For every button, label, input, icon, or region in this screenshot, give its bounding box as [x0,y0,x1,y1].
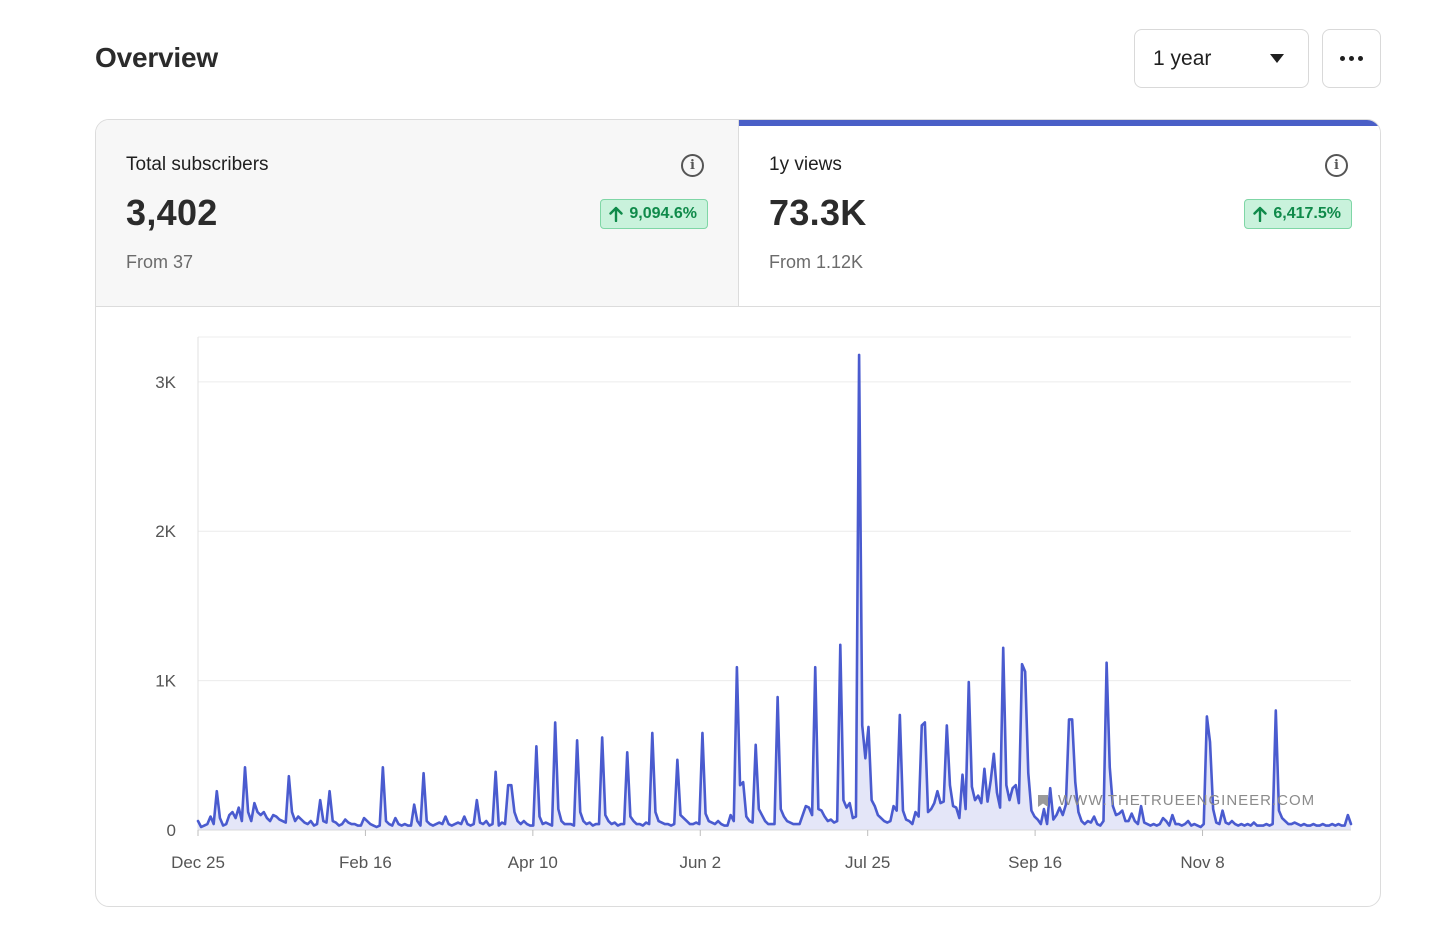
change-badge: 9,094.6% [600,199,708,229]
info-icon[interactable]: i [681,154,704,177]
info-icon[interactable]: i [1325,154,1348,177]
y-tick-label: 0 [167,821,176,840]
more-dot-icon [1358,56,1363,61]
tab-value: 3,402 [126,192,218,233]
tab-label: 1y views [769,154,842,175]
arrow-up-icon [1253,206,1268,222]
views-area-fill [198,354,1351,830]
views-series-line [196,353,1353,829]
tab-total-subscribers[interactable]: Total subscribers 3,402 From 37 i 9,094.… [96,120,739,307]
x-tick-label: Jul 25 [845,853,890,872]
page-title: Overview [95,42,218,73]
arrow-up-icon [609,206,624,222]
more-options-button[interactable] [1322,29,1381,88]
x-tick-label: Feb 16 [339,853,392,872]
watermark: WWW.THETRUEENGINEER.COM [1036,792,1315,809]
x-tick-label: Nov 8 [1180,853,1224,872]
x-tick-label: Apr 10 [508,853,558,872]
overview-card: Total subscribers 3,402 From 37 i 9,094.… [95,119,1381,907]
bookmark-icon [1038,794,1048,807]
tab-1y-views[interactable]: 1y views 73.3K From 1.12K i 6,417.5% [739,120,1380,307]
more-dot-icon [1340,56,1345,61]
views-chart: 0 1K 2K 3K Dec 25 Feb 16 Apr 10 Jun 2 Jul 25 Sep … [96,307,1380,906]
y-tick-label: 1K [155,672,176,691]
tab-label: Total subscribers [126,154,269,175]
period-select-label: 1 year [1153,46,1212,70]
x-tick-label: Sep 16 [1008,853,1062,872]
caret-down-icon [1270,54,1284,63]
y-tick-label: 2K [155,522,176,541]
tab-value: 73.3K [769,192,867,233]
change-badge-value: 9,094.6% [629,205,697,222]
change-badge-value: 6,417.5% [1273,205,1341,222]
x-tick-label: Jun 2 [679,853,721,872]
y-tick-label: 3K [155,373,176,392]
period-select[interactable]: 1 year [1134,29,1309,88]
x-tick-label: Dec 25 [171,853,225,872]
tab-from-text: From 37 [126,252,194,272]
watermark-text: WWW.THETRUEENGINEER.COM [1058,792,1316,809]
change-badge: 6,417.5% [1244,199,1352,229]
views-chart-svg: 0 1K 2K 3K Dec 25 Feb 16 Apr 10 Jun 2 Jul 25 Sep … [155,336,1353,872]
more-dot-icon [1349,56,1354,61]
tab-from-text: From 1.12K [769,252,864,272]
